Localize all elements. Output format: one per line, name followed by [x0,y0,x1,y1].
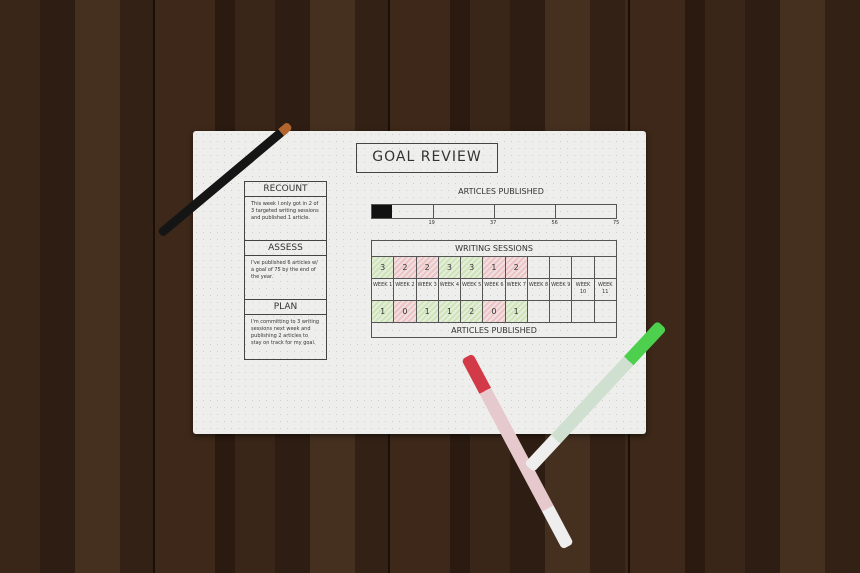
articles-cell: 0 [394,301,417,322]
articles-cell [528,301,551,322]
week-label: WEEK 11 [598,282,613,295]
sessions-cell: 3 [461,257,484,278]
progress-fill [372,205,392,218]
plan-text: I'm committing to 3 writing sessions nex… [251,319,320,346]
table-title: WRITING SESSIONS [372,241,616,257]
plan-heading: PLAN [245,300,326,315]
sessions-cell: 1 [483,257,506,278]
progress-tick [433,205,434,218]
articles-cell [550,301,573,322]
sessions-cell: 3 [438,257,462,278]
recount-heading: RECOUNT [245,182,326,197]
assess-text: I've published 6 articles w/ a goal of 7… [245,256,326,300]
articles-cell: 2 [461,301,484,322]
page-title: GOAL REVIEW [356,143,498,173]
articles-cell [595,301,616,322]
table-footer: ARTICLES PUBLISHED [451,326,537,335]
progress-tick [494,205,495,218]
progress-title: ARTICLES PUBLISHED [458,187,544,196]
week-label: WEEK 8 [528,279,551,300]
articles-cell: 1 [416,301,439,322]
sessions-cell [550,257,573,278]
week-label: WEEK 4 [439,279,462,300]
week-label: WEEK 9 [550,279,573,300]
sessions-cell: 2 [394,257,417,278]
week-label: WEEK 3 [417,279,439,300]
articles-cell [572,301,595,322]
sessions-cell: 3 [372,257,395,278]
sessions-cell: 2 [416,257,439,278]
articles-cell: 1 [438,301,462,322]
sessions-cell: 2 [505,257,528,278]
sessions-cell [595,257,616,278]
recount-text: This week I only got in 2 of 3 targeted … [245,197,326,241]
reflection-box: RECOUNT This week I only got in 2 of 3 t… [244,181,327,360]
wood-seam [153,0,155,573]
progress-tick [555,205,556,218]
articles-cell: 0 [483,301,506,322]
week-label: WEEK 7 [506,279,528,300]
week-label: WEEK 5 [461,279,484,300]
week-label: WEEK 6 [483,279,506,300]
progress-bar [371,204,617,219]
tick-label: 19 [428,220,435,226]
progress-tick [616,205,617,218]
tick-label: 56 [551,220,558,226]
articles-cell: 1 [505,301,528,322]
tick-label: 75 [613,220,620,226]
notebook-page: GOAL REVIEW RECOUNT This week I only got… [193,131,646,434]
sessions-cell [528,257,551,278]
week-label: WEEK 2 [394,279,417,300]
sessions-cell [572,257,595,278]
week-label: WEEK 10 [572,279,595,300]
tick-label: 37 [490,220,497,226]
assess-heading: ASSESS [245,241,326,256]
week-label: WEEK 1 [372,279,395,300]
articles-cell: 1 [372,301,395,322]
